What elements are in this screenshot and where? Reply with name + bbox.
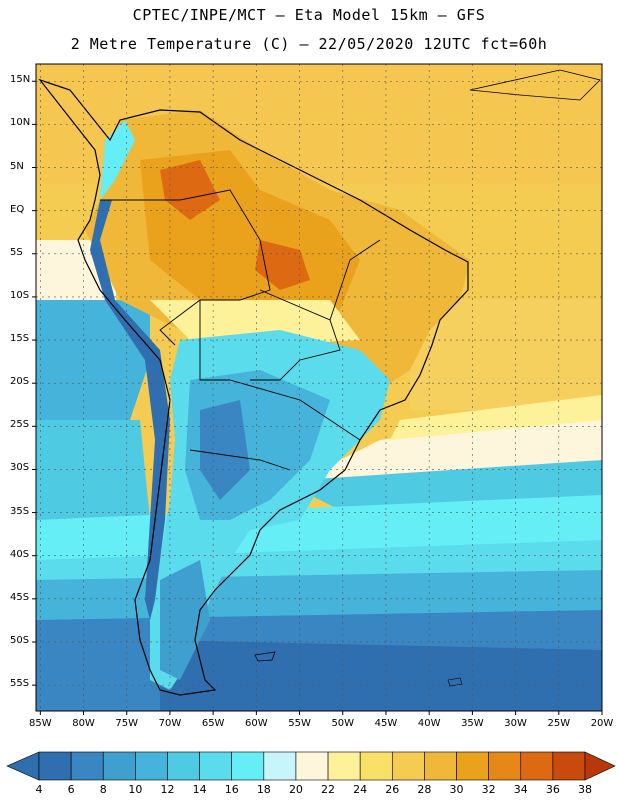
latitude-label: 20S [10,376,30,388]
longitude-label: 20W [590,718,614,729]
latitude-label: 45S [10,591,30,603]
longitude-label: 85W [29,718,52,729]
latitude-label: 50S [10,634,30,646]
longitude-label: 45W [374,718,398,729]
colorbar-label: 32 [481,783,496,796]
colorbar [0,748,618,788]
graticule [36,64,602,711]
colorbar-swatch [38,751,72,781]
colorbar-label: 12 [160,783,175,796]
latitude-label: 55S [10,678,30,690]
longitude-label: 25W [547,718,571,729]
latitude-label: 25S [10,419,30,431]
map-subtitle: 2 Metre Temperature (C) – 22/05/2020 12U… [70,35,548,53]
colorbar-swatch [231,751,265,781]
colorbar-label: 16 [224,783,239,796]
colorbar-label: 36 [545,783,560,796]
latitude-label: 35S [10,505,30,517]
colorbar-label: 24 [353,783,368,796]
colorbar-swatch [391,751,425,781]
colorbar-label: 10 [128,783,143,796]
colorbar-swatch [263,751,297,781]
colorbar-swatch [552,751,586,781]
falkland-islands [254,651,276,662]
colorbar-label: 6 [67,783,75,796]
longitude-label: 50W [331,718,355,729]
colorbar-swatch [424,751,457,781]
colorbar-swatch [199,751,233,781]
latitude-label: 15S [10,333,30,345]
longitude-label: 40W [417,718,441,729]
colorbar-swatch [456,751,489,781]
colorbar-label: 8 [99,783,107,796]
longitude-label: 60W [245,718,268,729]
latitude-label: 10S [10,289,30,301]
colorbar-label: 26 [385,783,400,796]
longitude-label: 55W [288,718,311,729]
colorbar-swatch [327,751,361,781]
longitude-label: 70W [158,718,182,729]
colorbar-label: 22 [321,783,336,796]
longitude-label: 80W [72,718,95,729]
colorbar-label: 38 [578,783,592,796]
colorbar-swatch [488,751,522,781]
colorbar-label: 4 [35,783,43,796]
colorbar-low-arrow [6,751,40,781]
colorbar-swatch [135,751,168,781]
andes-cold-strip [90,200,170,620]
colorbar-swatch [520,751,554,781]
longitude-label: 35W [461,718,484,729]
latitude-label: 10N [10,117,31,129]
latitude-label: 30S [10,462,30,474]
longitude-label: 65W [201,718,225,729]
country-borders [100,189,381,471]
colorbar-swatch [167,751,200,781]
longitude-label: 30W [504,718,527,729]
latitude-label: 5N [10,160,24,172]
colorbar-swatch [102,751,136,781]
colorbar-swatch [359,751,393,781]
colorbar-label: 14 [192,783,207,796]
colorbar-label: 30 [449,783,464,796]
latitude-label: 15N [10,74,31,86]
longitude-label: 75W [115,718,139,729]
colorbar-label: 18 [256,783,271,796]
colorbar-swatch [295,751,329,781]
latitude-label: EQ [10,203,25,215]
colorbar-label: 20 [288,783,303,796]
colorbar-swatch [70,751,104,781]
map-field [36,64,602,711]
coastline [38,78,469,696]
colorbar-label: 34 [513,783,528,796]
map-frame [35,63,603,712]
latitude-label: 5S [10,246,23,258]
colorbar-label: 28 [417,783,432,796]
map-title: CPTEC/INPE/MCT – Eta Model 15km – GFS [132,6,486,24]
colorbar-high-arrow [584,751,616,781]
latitude-label: 40S [10,548,30,560]
